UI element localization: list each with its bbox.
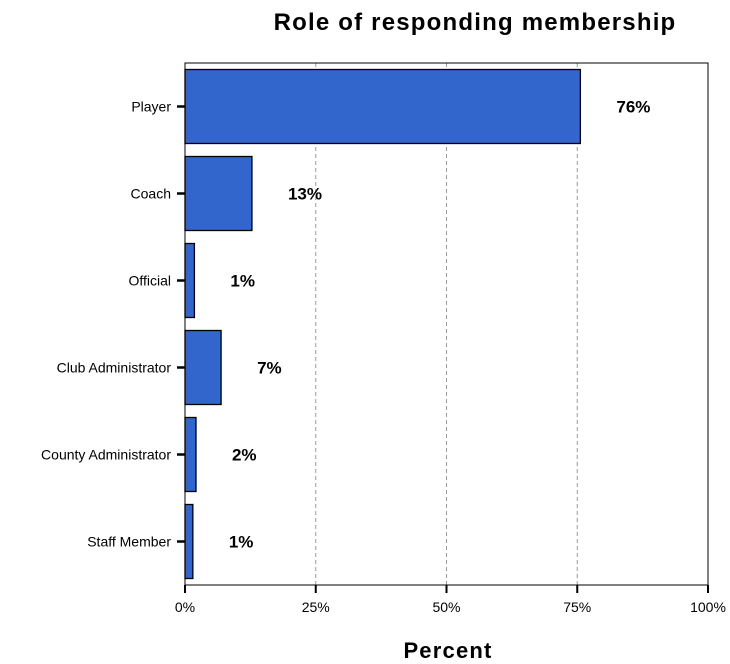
data-label: 1% [230,272,255,291]
chart-title: Role of responding membership [274,9,677,36]
data-label: 13% [288,185,322,204]
y-tick-label: Player [131,99,171,115]
axes: Player Coach Official Club Administrator Cou… [41,99,726,616]
data-label: 2% [232,446,257,465]
bar [184,503,194,580]
data-label: 1% [229,533,254,552]
x-tick-label: 0% [175,599,195,615]
data-label: 76% [616,98,650,117]
y-tick-label: Club Administrator [57,360,172,376]
bar [184,242,196,319]
x-axis-title: Percent [403,638,492,663]
gridlines [315,63,578,585]
x-tick-label: 50% [432,599,460,615]
bar [184,68,582,145]
bar [184,155,253,232]
x-tick-label: 75% [563,599,591,615]
data-label: 7% [257,359,282,378]
bars [184,68,582,580]
x-tick-label: 25% [302,599,330,615]
y-tick-label: Coach [131,186,171,202]
x-tick-label: 100% [690,599,726,615]
bar [184,416,197,493]
y-tick-label: Official [128,273,171,289]
data-labels: 76% 13% 1% 7% 2% 1% [229,98,651,552]
y-tick-label: County Administrator [41,447,171,463]
y-tick-label: Staff Member [87,534,171,550]
bar [184,329,222,406]
